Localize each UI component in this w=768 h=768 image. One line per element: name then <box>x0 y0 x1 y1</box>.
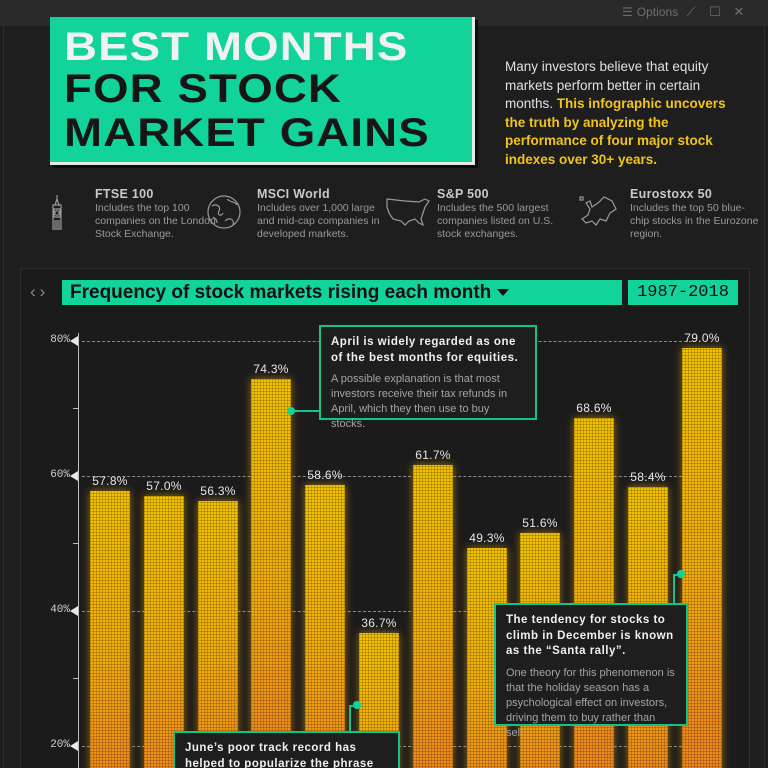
callout-dot <box>287 407 295 415</box>
chart-title: Frequency of stock markets rising each m… <box>70 281 492 303</box>
callout-body: One theory for this phenomenon is that t… <box>506 666 675 739</box>
index-description: Includes the 500 largest companies liste… <box>437 202 554 240</box>
period-badge: 1987-2018 <box>628 280 738 305</box>
callout-june: June’s poor track record has helped to p… <box>173 731 400 768</box>
bar-value-label: 57.0% <box>146 479 182 494</box>
bar-value-label: 36.7% <box>361 616 397 631</box>
y-tick-40: 40% <box>50 604 70 616</box>
intro-text: Many investors believe that equity marke… <box>505 58 735 169</box>
y-minor-tick <box>73 678 78 679</box>
callout-april: April is widely regarded as one of the b… <box>319 325 537 430</box>
title-line-1: BEST MONTHS <box>64 25 409 69</box>
bar-value-label: 57.8% <box>92 473 128 488</box>
callout-dot <box>353 701 361 709</box>
callout-heading: April is widely regarded as one of the b… <box>331 336 519 364</box>
index-name: Eurostoxx 50 <box>630 187 713 201</box>
callout-connector <box>292 410 320 412</box>
chevron-left-icon[interactable]: ‹ <box>30 282 40 301</box>
maximize-icon[interactable]: ☐ <box>709 4 721 19</box>
index-name: S&P 500 <box>437 187 489 201</box>
intro-plain: Many investors believe that equity marke… <box>505 59 709 111</box>
bar-value-label: 51.6% <box>522 515 558 530</box>
bar-mar <box>198 500 238 768</box>
title-line-2: FOR STOCK <box>64 67 342 111</box>
title-line-3: MARKET GAINS <box>64 111 430 155</box>
options-menu-button[interactable]: ☰ Options <box>622 5 678 19</box>
bar-value-label: 49.3% <box>469 531 505 546</box>
chart-metric-dropdown[interactable]: Frequency of stock markets rising each m… <box>62 280 622 305</box>
callout-heading: The tendency for stocks to climb in Dece… <box>506 614 674 657</box>
chevron-right-icon[interactable]: › <box>39 282 50 301</box>
bar-jan <box>90 490 130 768</box>
chart-nav: ‹› <box>30 282 49 302</box>
pin-icon[interactable]: ⟋ <box>686 4 696 19</box>
callout-dot <box>677 570 685 578</box>
bar-value-label: 74.3% <box>253 362 289 377</box>
globe-icon <box>207 195 241 229</box>
triangle-marker-icon <box>70 471 78 481</box>
gridline-40 <box>82 611 692 612</box>
y-tick-20: 20% <box>50 739 70 751</box>
index-description: Includes the top 100 companies on the Lo… <box>95 202 216 240</box>
callout-connector <box>673 574 679 576</box>
bar-value-label: 61.7% <box>415 447 451 462</box>
caret-down-icon <box>497 289 510 296</box>
bar-value-label: 79.0% <box>684 330 720 345</box>
y-tick-80: 80% <box>50 334 70 346</box>
triangle-marker-icon <box>70 741 78 751</box>
callout-connector <box>349 705 355 707</box>
index-name: FTSE 100 <box>95 187 154 201</box>
callout-body: A possible explanation is that most inve… <box>331 373 508 430</box>
index-description: Includes over 1,000 large and mid-cap co… <box>257 202 380 240</box>
y-minor-tick <box>73 408 78 409</box>
bar-value-label: 56.3% <box>200 483 236 498</box>
index-name: MSCI World <box>257 187 330 201</box>
intro-highlight: This infographic uncovers the truth by a… <box>505 96 726 167</box>
europe-map-icon <box>579 196 617 226</box>
index-description: Includes the top 50 blue-chip stocks in … <box>630 202 759 240</box>
triangle-marker-icon <box>70 336 78 346</box>
y-axis <box>78 333 79 768</box>
bar-jul <box>413 464 453 768</box>
callout-heading: June’s poor track record has helped to p… <box>185 742 374 768</box>
bar-value-label: 58.4% <box>630 469 666 484</box>
y-minor-tick <box>73 543 78 544</box>
title-banner: BEST MONTHS FOR STOCK MARKET GAINS <box>50 17 475 165</box>
triangle-marker-icon <box>70 606 78 616</box>
close-icon[interactable]: ✕ <box>733 4 745 19</box>
bar-dec <box>682 347 722 768</box>
usa-map-icon <box>386 198 430 227</box>
menu-icon: ☰ <box>622 5 633 19</box>
options-label: Options <box>636 5 679 19</box>
callout-connector <box>349 705 351 732</box>
y-tick-60: 60% <box>50 469 70 481</box>
callout-december: The tendency for stocks to climb in Dece… <box>494 603 688 739</box>
bar-feb <box>144 496 184 768</box>
gridline-60 <box>82 476 692 477</box>
bar-may <box>305 485 345 768</box>
callout-connector <box>673 574 675 604</box>
bar-value-label: 58.6% <box>307 468 343 483</box>
bar-apr <box>251 379 291 768</box>
big-ben-icon <box>52 195 62 230</box>
bar-value-label: 68.6% <box>576 400 612 415</box>
